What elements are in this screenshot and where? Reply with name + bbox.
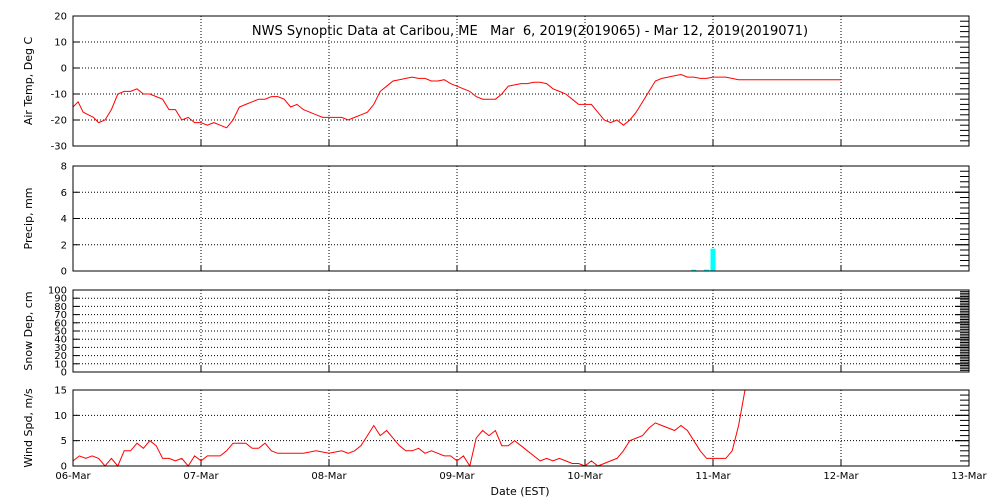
y-axis-label: Precip, mm — [22, 188, 35, 250]
precip-bar — [691, 269, 697, 271]
panel-4: 0 5 10 15 Wind Spd, m/s — [22, 386, 970, 473]
y-tick-label: 10 — [54, 359, 67, 370]
y-tick-label: -10 — [51, 90, 67, 101]
x-tick-label: 11-Mar — [695, 471, 731, 482]
y-tick-label: 6 — [61, 188, 67, 199]
y-tick-label: 0 — [61, 368, 67, 379]
y-tick-label: -20 — [51, 116, 67, 127]
y-tick-label: -30 — [51, 142, 67, 153]
x-tick-label: 08-Mar — [311, 471, 347, 482]
y-tick-label: 70 — [54, 310, 67, 321]
y-tick-label: 10 — [54, 38, 67, 49]
y-tick-label: 50 — [54, 327, 67, 338]
y-tick-label: 20 — [54, 351, 67, 362]
y-tick-label: 15 — [54, 386, 67, 397]
x-axis-label: Date (EST) — [490, 485, 549, 498]
panel-frame — [72, 165, 970, 272]
panel-frame — [72, 389, 970, 467]
y-tick-label: 5 — [61, 436, 67, 447]
y-tick-label: 20 — [54, 12, 67, 23]
y-tick-label: 40 — [54, 335, 67, 346]
y-tick-label: 80 — [54, 302, 67, 313]
y-tick-label: 4 — [61, 214, 67, 225]
x-tick-label: 06-Mar — [55, 471, 91, 482]
y-axis-label: Wind Spd, m/s — [22, 388, 35, 468]
series-line — [72, 73, 841, 129]
y-tick-label: 60 — [54, 318, 67, 329]
chart-title: NWS Synoptic Data at Caribou, ME Mar 6, … — [252, 24, 808, 39]
y-axis-label: Snow Dep, cm — [22, 291, 35, 370]
panel-2: 0 2 4 6 8 Precip, mm — [22, 162, 970, 278]
y-tick-label: 2 — [61, 240, 67, 251]
y-tick-label: 30 — [54, 343, 67, 354]
y-tick-label: 10 — [54, 411, 67, 422]
y-tick-label: 0 — [61, 462, 67, 473]
panel-1: -30 -20 -10 0 10 20 Air Temp, Deg C — [22, 12, 970, 153]
precip-bar — [704, 269, 710, 271]
y-tick-label: 100 — [48, 286, 67, 297]
series-line — [72, 389, 746, 468]
panel-frame — [72, 15, 970, 147]
y-tick-label: 0 — [61, 267, 67, 278]
x-tick-label: 10-Mar — [567, 471, 603, 482]
x-tick-label: 13-Mar — [951, 471, 987, 482]
panel-frame — [72, 289, 970, 373]
y-tick-label: 90 — [54, 294, 67, 305]
y-axis-label: Air Temp, Deg C — [22, 37, 35, 126]
y-tick-label: 0 — [61, 64, 67, 75]
x-tick-label: 12-Mar — [823, 471, 859, 482]
precip-bar — [710, 248, 716, 271]
y-tick-label: 8 — [61, 162, 67, 173]
x-tick-labels: 06-Mar 07-Mar 08-Mar 09-Mar 10-Mar 11-Mar 12-M… — [55, 471, 987, 482]
x-tick-label: 07-Mar — [183, 471, 219, 482]
x-tick-label: 09-Mar — [439, 471, 475, 482]
